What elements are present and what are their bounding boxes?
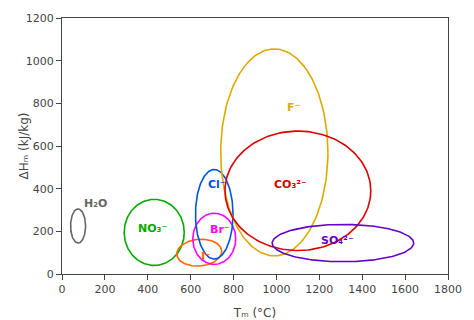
svg-text:800: 800 [33,97,54,110]
svg-text:0: 0 [59,283,66,296]
svg-text:F⁻: F⁻ [287,101,301,114]
svg-text:Cl⁻: Cl⁻ [208,178,226,191]
svg-text:0: 0 [47,268,54,281]
svg-text:1000: 1000 [262,283,290,296]
svg-text:ΔHₘ (kJ/kg): ΔHₘ (kJ/kg) [17,113,31,180]
svg-text:H₂O: H₂O [84,197,107,210]
svg-text:CO₃²⁻: CO₃²⁻ [274,178,307,191]
svg-text:200: 200 [33,225,54,238]
svg-text:1200: 1200 [305,283,333,296]
svg-text:1800: 1800 [434,283,462,296]
svg-text:NO₃⁻: NO₃⁻ [138,222,167,235]
svg-text:800: 800 [223,283,244,296]
svg-text:1200: 1200 [26,12,54,25]
svg-text:I⁻: I⁻ [201,250,211,263]
svg-text:Tₘ (°C): Tₘ (°C) [233,306,276,320]
svg-text:600: 600 [180,283,201,296]
svg-text:200: 200 [94,283,115,296]
svg-text:Br⁻: Br⁻ [210,223,230,236]
svg-text:600: 600 [33,140,54,153]
svg-text:400: 400 [33,183,54,196]
svg-text:400: 400 [137,283,158,296]
svg-text:SO₄²⁻: SO₄²⁻ [321,234,354,247]
svg-text:1400: 1400 [348,283,376,296]
svg-text:1000: 1000 [26,55,54,68]
svg-text:1600: 1600 [391,283,419,296]
